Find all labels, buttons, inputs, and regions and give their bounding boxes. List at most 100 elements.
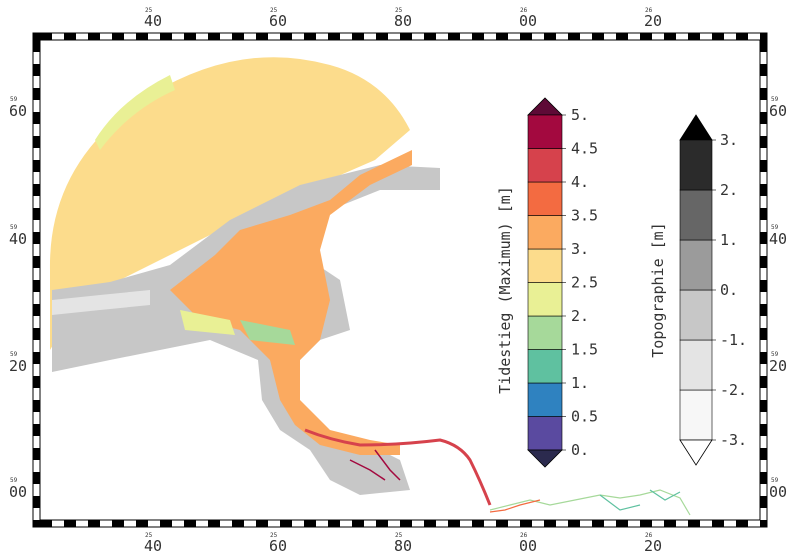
frame-check (616, 33, 628, 40)
right-tick-deg: 59 (771, 96, 779, 103)
frame-check (280, 520, 292, 527)
tide-colorbar-label: 2.5 (571, 274, 598, 292)
frame-check (568, 33, 580, 40)
bottom-tick-min: 00 (519, 537, 537, 555)
topo-colorbar-segment (679, 189, 713, 241)
tide-colorbar-segment (527, 114, 563, 149)
frame-check (760, 448, 767, 460)
frame-check (424, 520, 436, 527)
frame-check (256, 33, 268, 40)
frame-check (424, 33, 436, 40)
frame-corner (33, 33, 40, 40)
frame-check (664, 33, 676, 40)
topography-colorbar: 3. 2. 1. 0. -1. -2. -3. (679, 114, 747, 466)
topo-colorbar-label: -2. (720, 381, 747, 399)
frame-check (33, 112, 40, 124)
river-upstream-warm (489, 499, 541, 513)
frame-check (33, 424, 40, 436)
frame-check (520, 520, 532, 527)
frame-check (472, 33, 484, 40)
frame-check (400, 33, 412, 40)
frame-check (33, 400, 40, 412)
frame-check (33, 304, 40, 316)
frame-check (760, 160, 767, 172)
frame-check (33, 352, 40, 364)
frame-check (33, 496, 40, 508)
top-tick-deg: 25 (395, 7, 403, 14)
river-channel (304, 428, 492, 506)
top-tick-deg: 26 (645, 7, 653, 14)
frame-check (33, 136, 40, 148)
tide-colorbar-segment (527, 148, 563, 183)
river-upstream-teal (599, 489, 681, 511)
frame-check (33, 208, 40, 220)
tide-colorbar-segment (527, 248, 563, 283)
frame-check (760, 304, 767, 316)
frame-check (160, 520, 172, 527)
inner-bay-green (240, 320, 295, 345)
frame-check (112, 520, 124, 527)
top-tick-min: 80 (394, 12, 412, 30)
frame-check (33, 160, 40, 172)
frame-check (64, 33, 76, 40)
tide-colorbar-label: 4.5 (571, 140, 598, 158)
tide-colorbar-label: 1.5 (571, 341, 598, 359)
frame-corner (33, 520, 40, 527)
frame-check (448, 33, 460, 40)
right-tick-deg: 59 (771, 351, 779, 358)
frame-check (760, 88, 767, 100)
left-tick-min: 00 (9, 483, 27, 501)
bottom-tick-min: 80 (394, 537, 412, 555)
tide-colorbar-segment (527, 215, 563, 250)
frame-check (208, 520, 220, 527)
tide-colorbar-segment (527, 282, 563, 317)
tide-colorbar-label: 1. (571, 374, 589, 392)
frame-check (760, 112, 767, 124)
frame-check (33, 184, 40, 196)
frame-check (760, 256, 767, 268)
frame-check (352, 520, 364, 527)
frame-check (736, 33, 748, 40)
topo-colorbar-segment (679, 389, 713, 441)
tide-colorbar-label: 0.5 (571, 408, 598, 426)
frame-check (760, 376, 767, 388)
frame-check (520, 33, 532, 40)
tide-colorbar-segment (527, 181, 563, 216)
frame-check (592, 33, 604, 40)
frame-check (33, 328, 40, 340)
bottom-tick-deg: 26 (520, 532, 528, 539)
bottom-tick-min: 60 (269, 537, 287, 555)
frame-check (760, 136, 767, 148)
frame-check (760, 232, 767, 244)
river-branch (349, 449, 401, 481)
frame-check (33, 232, 40, 244)
tide-colorbar-label: 0. (571, 441, 589, 459)
topo-colorbar-segment (679, 239, 713, 291)
frame-check (760, 472, 767, 484)
inner-bay (170, 150, 412, 455)
frame-check (136, 33, 148, 40)
topo-colorbar-label: -3. (720, 431, 747, 449)
frame-check (112, 33, 124, 40)
tide-colorbar-label: 5. (571, 106, 589, 124)
frame-check (400, 520, 412, 527)
frame-check (760, 184, 767, 196)
right-tick-deg: 59 (771, 477, 779, 484)
frame-check (376, 33, 388, 40)
bottom-tick-deg: 25 (395, 532, 403, 539)
tide-colorbar-title: Tidestieg (Maximum) [m] (496, 186, 514, 394)
frame-check (33, 448, 40, 460)
tide-colorbar-label: 4. (571, 173, 589, 191)
